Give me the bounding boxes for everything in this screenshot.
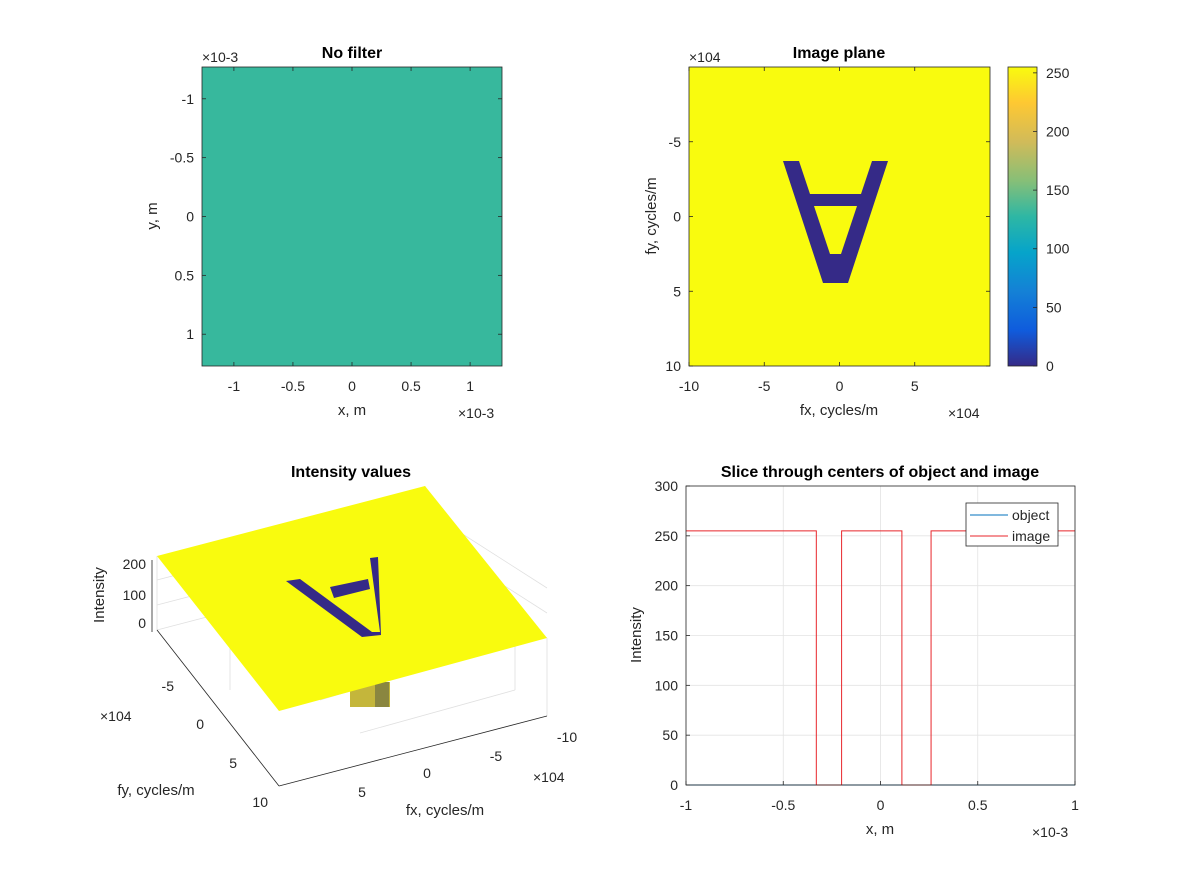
colorbar-tick-label: 0 bbox=[1046, 358, 1054, 374]
z-tick-200: 200 bbox=[123, 556, 147, 572]
legend-box bbox=[965, 502, 1059, 547]
intensity-surface bbox=[157, 486, 547, 711]
colorbar-tick-label: 150 bbox=[1046, 182, 1070, 198]
no-filter-x-ticks: -1 -0.5 0 0.5 1 bbox=[228, 67, 474, 394]
image-plane-x-exponent: ×104 bbox=[948, 405, 980, 421]
slice-y-tick-label: 300 bbox=[655, 478, 679, 494]
slice-legend: object image bbox=[965, 502, 1059, 547]
fx-exponent: ×104 bbox=[533, 769, 565, 785]
fy-exponent: ×104 bbox=[100, 708, 132, 724]
colorbar-tick-label: 200 bbox=[1046, 123, 1070, 139]
no-filter-image bbox=[202, 67, 502, 366]
slice-y-ticks: 0 50 100 150 200 250 300 bbox=[655, 478, 690, 793]
panel-intensity-values: Intensity values 0 100 200 Intensity -5 … bbox=[91, 464, 577, 819]
image-plane-letter-shape bbox=[783, 161, 888, 283]
image-plane-title: Image plane bbox=[793, 45, 886, 62]
slice-y-tick-label: 150 bbox=[655, 628, 679, 644]
fy-tick-5: 5 bbox=[229, 755, 237, 771]
no-filter-y-tick-label: -0.5 bbox=[170, 150, 194, 166]
slice-y-tick-label: 0 bbox=[670, 777, 678, 793]
slice-x-ticks: -1 -0.5 0 0.5 1 bbox=[680, 781, 1079, 813]
image-plane-x-tick-label: -5 bbox=[758, 378, 771, 394]
panel-no-filter: -1 -0.5 0 0.5 1 -1 -0.5 0 0.5 1 No filter x, m y… bbox=[144, 45, 503, 421]
image-plane-background bbox=[689, 67, 990, 366]
slice-y-tick-label: 100 bbox=[655, 677, 679, 693]
fy-tick-0: 0 bbox=[196, 716, 204, 732]
no-filter-y-tick-label: -1 bbox=[182, 91, 195, 107]
image-plane-x-tick-label: 5 bbox=[911, 378, 919, 394]
slice-ylabel: Intensity bbox=[628, 607, 645, 663]
no-filter-y-tick-label: 0.5 bbox=[175, 267, 195, 283]
surface-letter-well bbox=[286, 557, 381, 637]
surface-axes bbox=[151, 560, 548, 787]
image-plane-xlabel: fx, cycles/m bbox=[800, 402, 878, 419]
slice-x-tick-label: -1 bbox=[680, 797, 693, 813]
fx-tick-0: 0 bbox=[423, 765, 431, 781]
image-plane-x-ticks: -10 -5 0 5 bbox=[679, 67, 919, 394]
legend-object-label: object bbox=[1012, 507, 1049, 523]
image-plane-y-tick-label: 0 bbox=[673, 209, 681, 225]
slice-x-tick-label: 0.5 bbox=[968, 797, 988, 813]
slice-x-exponent: ×10-3 bbox=[1032, 824, 1068, 840]
slice-x-tick-label: 1 bbox=[1071, 797, 1079, 813]
z-tick-0: 0 bbox=[138, 615, 146, 631]
no-filter-xlabel: x, m bbox=[338, 402, 366, 419]
no-filter-x-tick-label: 0.5 bbox=[401, 378, 421, 394]
fy-tick-neg5: -5 bbox=[162, 678, 175, 694]
fy-tick-10: 10 bbox=[252, 794, 268, 810]
no-filter-x-tick-label: 0 bbox=[348, 378, 356, 394]
no-filter-x-tick-label: -0.5 bbox=[281, 378, 305, 394]
surface-letter-crossbar bbox=[330, 579, 370, 598]
intensity-zlabel: Intensity bbox=[91, 567, 108, 623]
fx-tick-neg5: -5 bbox=[490, 748, 503, 764]
no-filter-title: No filter bbox=[322, 45, 382, 62]
no-filter-ylabel: y, m bbox=[144, 202, 161, 229]
intensity-title: Intensity values bbox=[291, 464, 411, 481]
slice-x-tick-label: -0.5 bbox=[771, 797, 795, 813]
z-tick-100: 100 bbox=[123, 587, 147, 603]
slice-xlabel: x, m bbox=[866, 821, 894, 838]
slice-y-tick-label: 50 bbox=[662, 727, 678, 743]
series-image-line bbox=[686, 530, 1075, 786]
legend-image-label: image bbox=[1012, 528, 1050, 544]
image-plane-ylabel: fy, cycles/m bbox=[643, 177, 660, 254]
intensity-ylabel: fy, cycles/m bbox=[117, 782, 194, 799]
image-plane-y-tick-label: 5 bbox=[673, 283, 681, 299]
no-filter-y-ticks: -1 -0.5 0 0.5 1 bbox=[170, 91, 502, 342]
no-filter-x-tick-label: -1 bbox=[228, 378, 241, 394]
image-plane-y-tick-label: 10 bbox=[665, 358, 681, 374]
colorbar-tick-label: 250 bbox=[1046, 65, 1070, 81]
image-plane-y-ticks: -5 0 5 10 bbox=[665, 134, 990, 374]
intensity-xlabel: fx, cycles/m bbox=[406, 802, 484, 819]
fx-tick-neg10: -10 bbox=[557, 729, 577, 745]
no-filter-y-tick-label: 0 bbox=[186, 209, 194, 225]
slice-y-tick-label: 200 bbox=[655, 578, 679, 594]
slice-title: Slice through centers of object and imag… bbox=[721, 464, 1039, 481]
no-filter-x-exponent: ×10-3 bbox=[458, 405, 494, 421]
image-plane-y-exponent: ×104 bbox=[689, 49, 721, 65]
colorbar-tick-label: 50 bbox=[1046, 299, 1062, 315]
image-plane-y-tick-label: -5 bbox=[669, 134, 682, 150]
colorbar bbox=[1007, 66, 1038, 367]
no-filter-y-tick-label: 1 bbox=[186, 326, 194, 342]
slice-x-tick-label: 0 bbox=[877, 797, 885, 813]
slice-y-tick-label: 250 bbox=[655, 528, 679, 544]
no-filter-x-tick-label: 1 bbox=[466, 378, 474, 394]
image-plane-x-tick-label: 0 bbox=[836, 378, 844, 394]
colorbar-ticks: 0 50 100 150 200 250 bbox=[1033, 65, 1070, 374]
colorbar-tick-label: 100 bbox=[1046, 241, 1070, 257]
image-plane-x-tick-label: -10 bbox=[679, 378, 699, 394]
no-filter-y-exponent: ×10-3 bbox=[202, 49, 238, 65]
fx-tick-5: 5 bbox=[358, 784, 366, 800]
surface-pillar-shadow bbox=[375, 682, 389, 707]
panel-slice: -1 -0.5 0 0.5 1 0 50 100 150 200 250 300 Slice thr… bbox=[628, 464, 1079, 840]
